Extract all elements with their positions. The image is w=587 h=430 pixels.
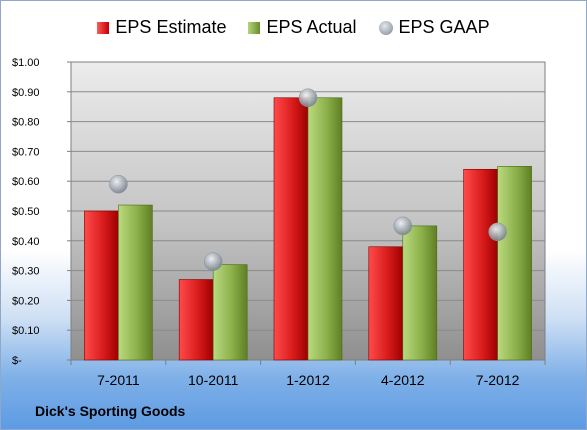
- y-tick-label: $0.50: [12, 206, 40, 218]
- bar-eps-estimate: [178, 279, 214, 361]
- bar-eps-actual: [307, 97, 343, 361]
- legend-swatch-eps-actual: [248, 21, 261, 34]
- y-tick-label: $0.40: [12, 236, 40, 248]
- y-tick-label: $0.20: [12, 295, 40, 307]
- legend-item-eps-estimate: EPS Estimate: [97, 17, 226, 38]
- bar-eps-estimate: [84, 210, 119, 361]
- legend-label-eps-gaap: EPS GAAP: [398, 17, 490, 37]
- x-tick-label: 1-2012: [286, 372, 330, 388]
- legend-swatch-eps-estimate: [97, 21, 110, 34]
- bar-eps-estimate: [273, 97, 309, 361]
- company-name: Dick's Sporting Goods: [35, 403, 186, 419]
- bar-eps-actual: [212, 264, 248, 361]
- legend-label-eps-estimate: EPS Estimate: [115, 17, 227, 37]
- y-tick-label: $0.70: [12, 146, 40, 158]
- y-tick-label: $0.90: [12, 87, 40, 99]
- x-tick-label: 7-2012: [476, 372, 520, 388]
- bar-eps-actual: [497, 166, 532, 361]
- bar-eps-estimate: [463, 168, 498, 361]
- bar-eps-actual: [118, 204, 153, 361]
- x-tick-label: 10-2011: [188, 372, 239, 388]
- point-eps-gaap: [203, 252, 223, 271]
- legend-label-eps-actual: EPS Actual: [266, 17, 357, 37]
- point-eps-gaap: [109, 174, 128, 194]
- point-eps-gaap: [488, 222, 507, 242]
- y-tick-label: $1.00: [12, 57, 40, 69]
- y-tick-label: $-: [12, 355, 22, 367]
- legend-item-eps-actual: EPS Actual: [248, 17, 357, 38]
- point-eps-gaap: [298, 88, 318, 108]
- legend-item-eps-gaap: EPS GAAP: [378, 17, 490, 38]
- x-tick-label: 4-2012: [381, 372, 425, 388]
- y-tick-label: $0.30: [12, 266, 40, 278]
- y-tick-label: $0.10: [12, 325, 40, 337]
- x-tick-label: 7-2011: [97, 372, 140, 388]
- bar-eps-actual: [402, 225, 438, 361]
- y-tick-label: $0.80: [12, 117, 40, 129]
- point-eps-gaap: [393, 216, 413, 236]
- legend-swatch-eps-gaap: [378, 20, 393, 35]
- legend: EPS Estimate EPS Actual EPS GAAP: [1, 17, 586, 38]
- bar-eps-estimate: [368, 246, 404, 361]
- y-tick-label: $0.60: [12, 176, 40, 188]
